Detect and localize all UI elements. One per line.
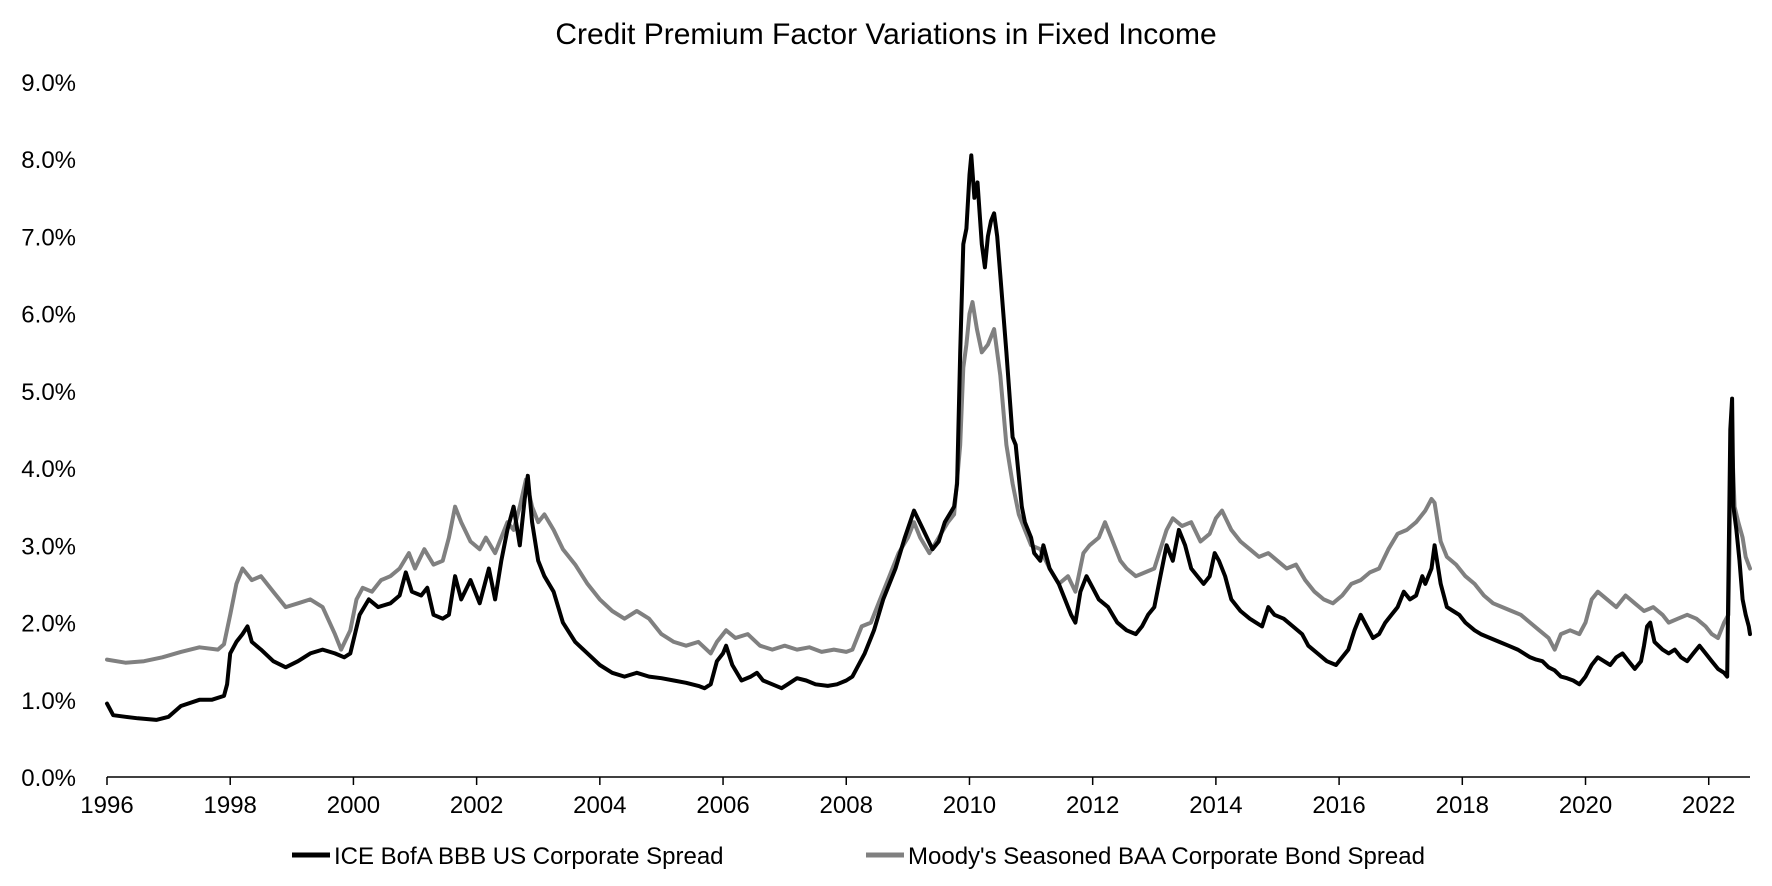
x-tick-label: 1996 bbox=[80, 792, 133, 819]
legend: ICE BofA BBB US Corporate Spread Moody's… bbox=[292, 843, 1425, 870]
y-tick-label: 4.0% bbox=[21, 456, 76, 483]
x-tick-label: 2018 bbox=[1436, 792, 1489, 819]
x-tick-label: 2022 bbox=[1682, 792, 1735, 819]
x-tick-label: 2004 bbox=[573, 792, 626, 819]
y-tick-label: 1.0% bbox=[21, 688, 76, 715]
legend-label-ice-bofa: ICE BofA BBB US Corporate Spread bbox=[334, 843, 724, 870]
x-tick-label: 2000 bbox=[327, 792, 380, 819]
x-tick-label: 2020 bbox=[1559, 792, 1612, 819]
y-tick-label: 8.0% bbox=[21, 147, 76, 174]
y-tick-label: 6.0% bbox=[21, 302, 76, 329]
y-tick-label: 9.0% bbox=[21, 70, 76, 97]
y-tick-label: 2.0% bbox=[21, 611, 76, 638]
x-tick-label: 2014 bbox=[1189, 792, 1242, 819]
y-axis-ticks: 0.0% 1.0% 2.0% 3.0% 4.0% 5.0% 6.0% 7.0% 8.0% 9.0% bbox=[21, 70, 76, 792]
x-tick-label: 2008 bbox=[820, 792, 873, 819]
y-tick-label: 7.0% bbox=[21, 224, 76, 251]
legend-label-moodys: Moody's Seasoned BAA Corporate Bond Spre… bbox=[908, 843, 1425, 870]
x-tick-label: 2016 bbox=[1312, 792, 1365, 819]
y-tick-label: 3.0% bbox=[21, 533, 76, 560]
series-layer bbox=[105, 153, 1752, 722]
series-line-ice-bofa-bbb bbox=[105, 153, 1752, 722]
series-line-moodys-baa bbox=[105, 300, 1752, 665]
chart-title: Credit Premium Factor Variations in Fixe… bbox=[555, 18, 1216, 51]
y-tick-label: 0.0% bbox=[21, 765, 76, 792]
x-tick-label: 2002 bbox=[450, 792, 503, 819]
x-tick-label: 2010 bbox=[943, 792, 996, 819]
y-tick-label: 5.0% bbox=[21, 379, 76, 406]
x-tick-label: 1998 bbox=[204, 792, 257, 819]
x-tick-label: 2006 bbox=[696, 792, 749, 819]
x-axis-ticks: 1996 1998 2000 2002 2004 2006 2008 2010 2012 2014… bbox=[80, 777, 1735, 819]
x-tick-label: 2012 bbox=[1066, 792, 1119, 819]
